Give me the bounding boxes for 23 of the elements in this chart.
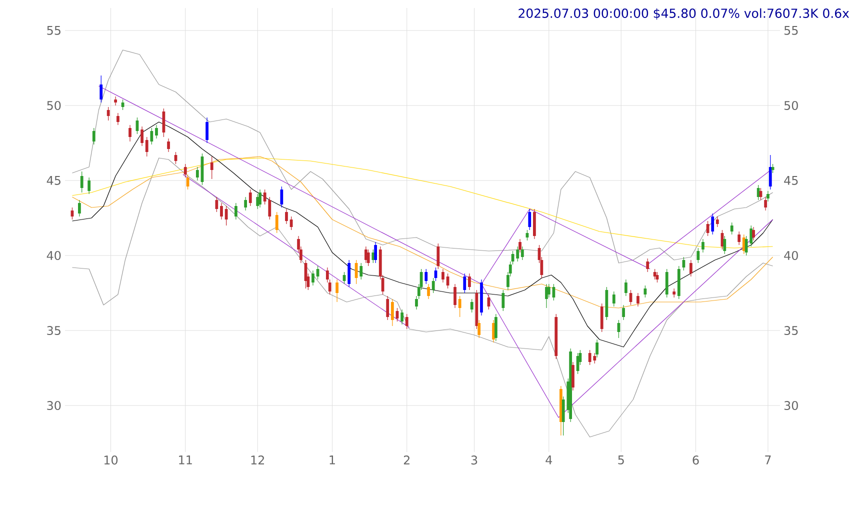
x-tick-label: 10 [104, 456, 118, 465]
x-tick-label: 12 [251, 456, 264, 464]
y-tick-label: 35 [47, 326, 60, 336]
y-tick-label: 50 [47, 100, 61, 110]
x-tick-label: 3 [471, 456, 478, 465]
chart-title: 2025.07.03 00:00:00 $45.80 0.07% vol:7607.3K 0.6x [518, 8, 850, 20]
y-tick-label: 30 [47, 400, 61, 410]
x-tick-label: 6 [692, 456, 699, 465]
y2-tick-label: 50 [784, 100, 798, 110]
x-tick-label: 4 [546, 456, 552, 464]
y-tick-label: 45 [46, 176, 60, 185]
y2-tick-label: 40 [784, 250, 798, 260]
y2-tick-label: 45 [784, 176, 798, 185]
y2-tick-label: 55 [784, 26, 798, 35]
y-tick-label: 40 [46, 250, 61, 260]
y2-tick-label: 30 [784, 400, 798, 410]
y2-tick-label: 35 [784, 326, 798, 336]
x-tick-label: 5 [618, 456, 624, 464]
x-tick-label: 1 [330, 456, 335, 464]
x-tick-label: 7 [765, 456, 771, 464]
y-tick-label: 55 [47, 26, 60, 35]
x-tick-label: 2 [404, 456, 410, 464]
x-tick-label: 11 [179, 456, 192, 464]
